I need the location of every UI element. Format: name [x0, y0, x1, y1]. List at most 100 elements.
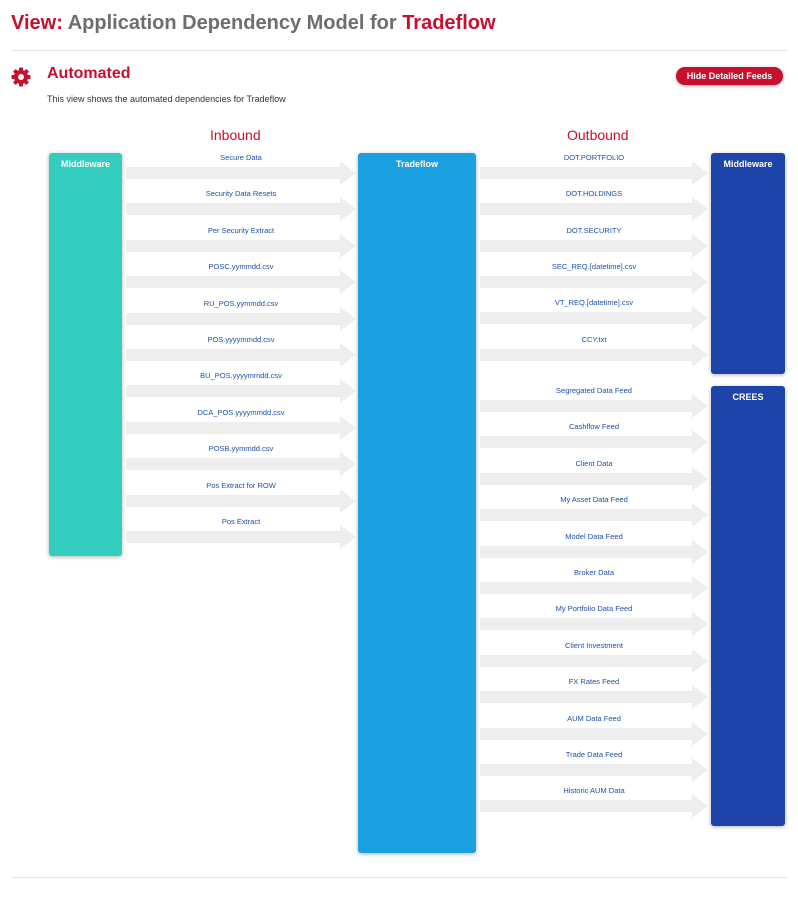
arrow-shape: [480, 576, 708, 600]
page-title: View: Application Dependency Model for T…: [11, 12, 496, 35]
section-title: Automated: [47, 65, 131, 82]
arrow-shape: [480, 648, 708, 673]
feed-label: VT_REQ.[datetime].csv: [554, 298, 634, 308]
arrow-shape: [480, 503, 708, 528]
view-title-text: Application Dependency Model for: [67, 12, 397, 34]
feed-label: Historic AUM Data: [563, 786, 625, 796]
feed-arrow[interactable]: DOT.PORTFOLIO: [480, 153, 708, 185]
section-description: This view shows the automated dependenci…: [47, 94, 286, 104]
hide-detailed-feeds-button[interactable]: Hide Detailed Feeds: [676, 67, 783, 85]
feed-label: My Portfolio Data Feed: [555, 604, 633, 614]
arrow-shape: [480, 233, 708, 258]
feed-label: FX Rates Feed: [568, 677, 620, 687]
view-prefix: View:: [11, 12, 63, 34]
feed-arrow[interactable]: DOT.HOLDINGS: [480, 189, 708, 222]
arrow-shape: [126, 233, 356, 258]
feed-arrow[interactable]: Client Data: [480, 459, 708, 491]
outbound-heading: Outbound: [567, 127, 629, 143]
arrow-shape: [480, 721, 708, 746]
feed-arrow[interactable]: Security Data Resets: [126, 189, 356, 222]
feed-arrow[interactable]: Trade Data Feed: [480, 750, 708, 782]
feed-label: Security Data Resets: [205, 189, 277, 199]
feed-label: Pos Extract for ROW: [206, 480, 276, 490]
feed-label: My Asset Data Feed: [560, 495, 628, 505]
feed-label: POSB.yymmdd.csv: [208, 444, 274, 454]
feed-label: POSC.yymmdd.csv: [208, 262, 274, 272]
feed-label: SEC_REQ.[datetime].csv: [551, 261, 637, 271]
arrow-shape: [480, 430, 708, 455]
feed-label: Client Investment: [565, 640, 623, 650]
arrow-shape: [126, 415, 356, 440]
feed-arrow[interactable]: SEC_REQ.[datetime].csv: [480, 262, 708, 294]
arrow-shape: [480, 269, 708, 294]
feed-arrow[interactable]: Cashflow Feed: [480, 422, 708, 455]
inbound-heading: Inbound: [210, 127, 261, 143]
feed-label: DOT.SECURITY: [566, 225, 622, 235]
arrow-shape: [126, 306, 356, 331]
arrow-shape: [126, 488, 356, 513]
feed-arrow[interactable]: DCA_POS.yyyymmdd.csv: [126, 408, 356, 440]
outbound-middleware-system[interactable]: Middleware: [711, 153, 785, 374]
arrow-shape: [480, 466, 708, 491]
feed-arrow[interactable]: POS.yyyymmdd.csv: [126, 335, 356, 367]
tradeflow-system[interactable]: Tradeflow: [358, 153, 476, 853]
arrow-shape: [126, 161, 356, 185]
arrow-shape: [126, 452, 356, 477]
feed-arrow[interactable]: Pos Extract: [126, 517, 356, 549]
arrow-shape: [480, 539, 708, 564]
arrow-shape: [480, 758, 708, 782]
feed-arrow[interactable]: VT_REQ.[datetime].csv: [480, 298, 708, 331]
feed-label: Client Data: [575, 458, 613, 468]
arrow-shape: [480, 161, 708, 185]
arrow-shape: [126, 343, 356, 367]
gear-icon: [11, 67, 31, 87]
feed-arrow[interactable]: CCY.txt: [480, 335, 708, 367]
arrow-shape: [480, 612, 708, 637]
feed-label: POS.yyyymmdd.csv: [207, 335, 275, 344]
arrow-shape: [480, 342, 708, 367]
feed-label: Cashflow Feed: [568, 422, 620, 432]
feed-label: BU_POS.yyyymmdd.csv: [200, 371, 282, 381]
feed-arrow[interactable]: BU_POS.yyyymmdd.csv: [126, 371, 356, 404]
feed-label: DCA_POS.yyyymmdd.csv: [197, 407, 285, 417]
feed-label: DOT.PORTFOLIO: [563, 153, 625, 162]
feed-label: Segregated Data Feed: [556, 386, 632, 395]
inbound-middleware-system[interactable]: Middleware: [49, 153, 122, 556]
header-divider: [11, 50, 788, 51]
feed-label: Model Data Feed: [565, 531, 623, 541]
feed-label: Per Security Extract: [207, 225, 275, 235]
feed-label: RU_POS.yymmdd.csv: [203, 298, 279, 308]
feed-label: Trade Data Feed: [565, 750, 623, 759]
feed-arrow[interactable]: Client Investment: [480, 641, 708, 673]
arrow-shape: [480, 306, 708, 331]
feed-arrow[interactable]: POSB.yymmdd.csv: [126, 444, 356, 477]
arrow-shape: [126, 379, 356, 404]
feed-arrow[interactable]: Segregated Data Feed: [480, 386, 708, 418]
arrow-shape: [480, 685, 708, 710]
feed-arrow[interactable]: Pos Extract for ROW: [126, 481, 356, 513]
arrow-shape: [480, 197, 708, 222]
feed-arrow[interactable]: Model Data Feed: [480, 532, 708, 564]
feed-arrow[interactable]: AUM Data Feed: [480, 714, 708, 746]
crees-system[interactable]: CREES: [711, 386, 785, 826]
feed-arrow[interactable]: FX Rates Feed: [480, 677, 708, 710]
feed-label: AUM Data Feed: [567, 713, 621, 723]
feed-label: DOT.HOLDINGS: [565, 189, 623, 199]
feed-arrow[interactable]: DOT.SECURITY: [480, 226, 708, 258]
feed-arrow[interactable]: Broker Data: [480, 568, 708, 600]
feed-arrow[interactable]: Secure Data: [126, 153, 356, 185]
feed-arrow[interactable]: My Asset Data Feed: [480, 495, 708, 528]
view-app-name: Tradeflow: [402, 12, 496, 34]
arrow-shape: [480, 794, 708, 819]
feed-label: Pos Extract: [221, 517, 261, 526]
feed-label: CCY.txt: [581, 334, 607, 344]
feed-arrow[interactable]: RU_POS.yymmdd.csv: [126, 299, 356, 331]
feed-label: Secure Data: [220, 153, 262, 162]
feed-label: Broker Data: [573, 568, 615, 577]
footer-divider: [11, 877, 788, 878]
feed-arrow[interactable]: POSC.yymmdd.csv: [126, 262, 356, 295]
feed-arrow[interactable]: Historic AUM Data: [480, 786, 708, 819]
feed-arrow[interactable]: My Portfolio Data Feed: [480, 604, 708, 637]
arrow-shape: [126, 525, 356, 549]
feed-arrow[interactable]: Per Security Extract: [126, 226, 356, 258]
